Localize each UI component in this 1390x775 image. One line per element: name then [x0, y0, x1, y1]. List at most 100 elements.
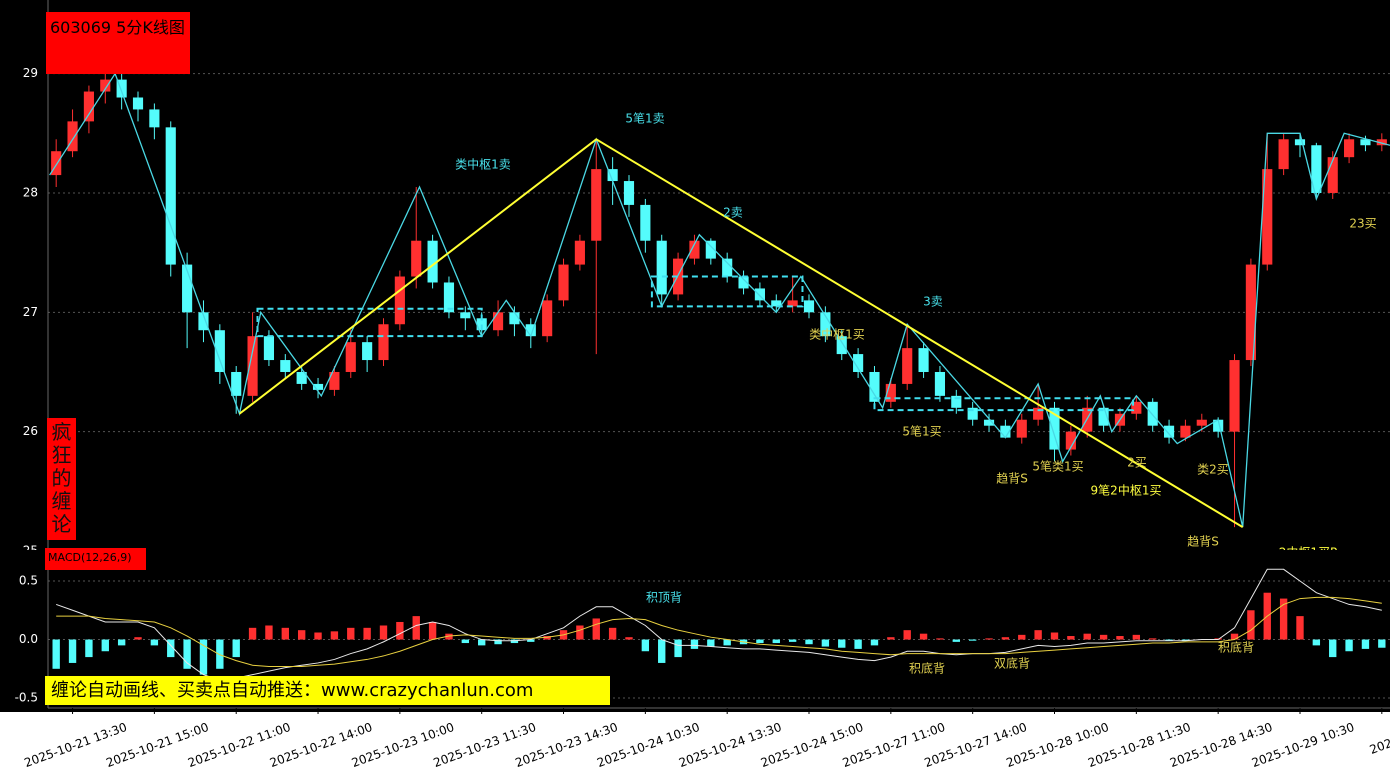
macd-bar — [1050, 632, 1059, 640]
annotation: 5笔类1买 — [1032, 459, 1083, 474]
macd-bar — [101, 639, 109, 652]
candle-body — [1180, 425, 1191, 438]
pivot-box — [256, 307, 483, 338]
macd-bar — [756, 639, 764, 644]
candle-body — [132, 97, 144, 110]
candle-body — [869, 371, 880, 402]
candle-body — [1000, 425, 1011, 438]
macd-bar — [838, 639, 846, 648]
macd-bar — [1149, 638, 1157, 640]
macd-bar — [134, 637, 142, 640]
macd-bar — [85, 639, 93, 658]
candle-body — [705, 240, 716, 259]
macd-bar — [1296, 616, 1304, 640]
macd-bar — [281, 627, 289, 640]
macd-bar — [1312, 639, 1321, 646]
macd-bar — [297, 630, 306, 640]
macd-bar — [117, 639, 126, 646]
candle-body — [394, 276, 405, 325]
candle-body — [558, 264, 569, 301]
candle-body — [492, 312, 504, 331]
candle-body — [1229, 360, 1240, 432]
candle-body — [771, 300, 782, 307]
macd-bar — [576, 625, 584, 640]
macd-bar — [265, 625, 273, 640]
candle-body — [542, 300, 553, 337]
candle-body — [312, 383, 324, 390]
candle-body — [231, 371, 242, 396]
candle-body — [411, 240, 422, 277]
macd-bar — [707, 639, 715, 647]
annotation: 9笔2中枢1买 — [1091, 483, 1162, 498]
macd-bar — [183, 639, 191, 669]
candle-body — [427, 240, 438, 283]
candle-body — [1213, 419, 1224, 432]
candle-body — [247, 336, 258, 396]
dif-line — [56, 568, 1382, 682]
candle-body — [591, 169, 602, 241]
candle-body — [1262, 169, 1273, 265]
macd-bar — [347, 627, 355, 640]
macd-bar — [1116, 636, 1124, 640]
macd-bar — [396, 621, 404, 640]
y-tick-label: 0.5 — [19, 574, 38, 588]
candle-body — [329, 371, 340, 390]
macd-bar — [1279, 598, 1288, 640]
candle-body — [1311, 145, 1322, 193]
pivot-box — [873, 397, 1135, 412]
macd-bar — [608, 627, 617, 640]
candle-body — [1294, 139, 1306, 146]
macd-bar — [1181, 639, 1190, 641]
macd-bar — [919, 633, 928, 640]
annotation: 5笔1买 — [902, 424, 941, 439]
macd-bar — [1230, 633, 1239, 640]
annotation: 23买 — [1349, 217, 1376, 231]
candle-body — [443, 282, 455, 313]
y-tick-label: 26 — [23, 424, 38, 438]
candle-body — [1065, 431, 1076, 450]
macd-bar — [1034, 630, 1042, 640]
macd-bar — [248, 627, 257, 640]
pivot-box — [650, 275, 804, 308]
macd-bar — [788, 639, 797, 642]
macd-bar — [543, 636, 551, 640]
annotation: 积底背 — [1218, 640, 1254, 655]
annotation: 2卖 — [723, 206, 743, 220]
macd-title: MACD(12,26,9) — [45, 548, 146, 570]
candle-body — [1376, 139, 1387, 146]
candle-body — [1098, 407, 1109, 426]
macd-bar — [68, 639, 77, 663]
macd-bar — [690, 639, 699, 649]
macd-bar — [52, 639, 60, 669]
candle-body — [722, 258, 733, 277]
annotation: 积顶背 — [646, 591, 682, 605]
candle-body — [1344, 139, 1355, 158]
macd-bar — [936, 638, 944, 640]
candle-body — [738, 276, 749, 289]
annotation: 5笔1卖 — [625, 111, 664, 126]
candle-body — [345, 342, 356, 372]
macd-bar — [1345, 639, 1353, 652]
candle-body — [509, 312, 520, 325]
candle-body — [1245, 264, 1256, 361]
macd-bar — [1083, 633, 1091, 640]
candle-body — [967, 407, 978, 420]
candle-body — [1196, 419, 1207, 426]
candle-body — [803, 300, 815, 313]
macd-bar — [232, 639, 240, 658]
candle-body — [918, 348, 929, 372]
candle-body — [754, 288, 765, 301]
macd-bar — [903, 630, 911, 640]
annotation: 3卖 — [923, 295, 943, 309]
macd-bar — [1378, 639, 1386, 648]
macd-bar — [330, 631, 339, 640]
y-tick-label: 28 — [23, 185, 38, 199]
segment-line — [238, 138, 1244, 528]
candle-body — [1163, 425, 1175, 438]
side-label: 疯狂的缠论 — [47, 418, 76, 540]
stroke-line — [49, 72, 1390, 528]
candle-body — [640, 204, 651, 241]
candle-body — [820, 312, 831, 337]
candle-body — [934, 371, 946, 396]
